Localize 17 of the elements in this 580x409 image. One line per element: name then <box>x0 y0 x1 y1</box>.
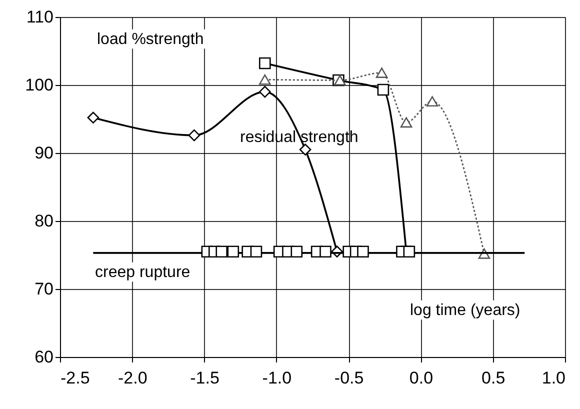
annotation: creep rupture <box>95 264 190 281</box>
y-tick-label: 60 <box>34 348 54 366</box>
y-tick-label: 90 <box>34 144 54 162</box>
x-tick-label: -2.0 <box>118 368 148 388</box>
y-tick-label: 110 <box>26 8 54 26</box>
y-axis-title: load %strength <box>97 31 204 48</box>
x-tick-label: -1.0 <box>262 368 292 388</box>
x-tick-label: 0.0 <box>409 368 434 388</box>
x-tick-label: 1.0 <box>542 368 566 388</box>
x-tick-label: -1.5 <box>190 368 220 388</box>
x-tick-label: -0.5 <box>334 368 364 388</box>
y-tick-label: 80 <box>34 212 54 230</box>
y-tick-label: 100 <box>25 76 54 94</box>
y-tick-label: 70 <box>34 280 54 298</box>
x-axis-title: log time (years) <box>410 302 520 319</box>
x-tick-label: 0.5 <box>482 368 506 388</box>
x-tick-label: -2.5 <box>60 368 90 388</box>
